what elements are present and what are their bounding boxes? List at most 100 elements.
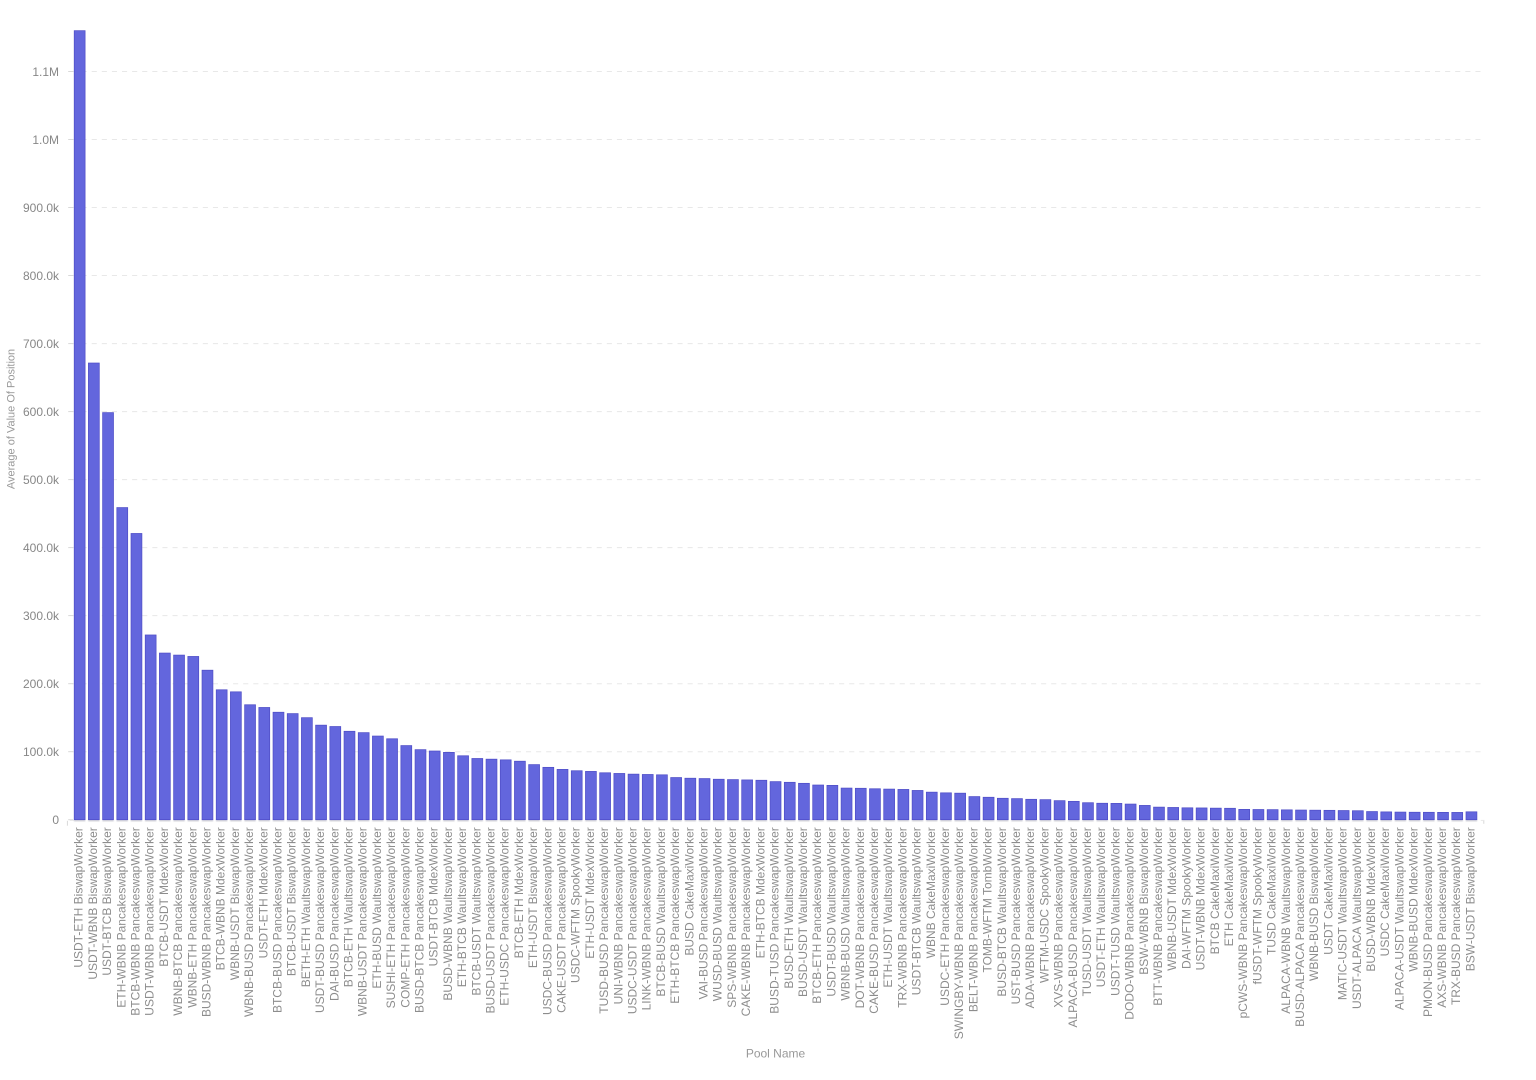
svg-text:BTCB-BUSD PancakeswapWorker: BTCB-BUSD PancakeswapWorker (270, 827, 284, 1013)
svg-text:USDT-WBNB PancakeswapWorker: USDT-WBNB PancakeswapWorker (143, 827, 157, 1016)
svg-text:ETH CakeMaxiWorker: ETH CakeMaxiWorker (1222, 827, 1236, 946)
svg-text:BUSD-TUSD PancakeswapWorker: BUSD-TUSD PancakeswapWorker (768, 827, 782, 1014)
svg-text:SWINGBY-WBNB PancakeswapWorker: SWINGBY-WBNB PancakeswapWorker (952, 827, 966, 1039)
svg-text:USDT-WBNB BiswapWorker: USDT-WBNB BiswapWorker (86, 827, 100, 979)
svg-text:BELT-WBNB PancakeswapWorker: BELT-WBNB PancakeswapWorker (966, 827, 980, 1012)
svg-text:WBNB-BUSD BiswapWorker: WBNB-BUSD BiswapWorker (1307, 827, 1321, 981)
svg-text:900.0k: 900.0k (23, 201, 60, 215)
svg-text:500.0k: 500.0k (23, 473, 60, 487)
svg-text:BTCB-ETH MdexWorker: BTCB-ETH MdexWorker (512, 827, 526, 958)
svg-text:ETH-WBNB PancakeswapWorker: ETH-WBNB PancakeswapWorker (114, 827, 128, 1008)
svg-text:BUSD-BTCB PancakeswapWorker: BUSD-BTCB PancakeswapWorker (413, 827, 427, 1013)
svg-text:USDT-BTCB WaultswapWorker: USDT-BTCB WaultswapWorker (910, 827, 924, 995)
svg-text:ETH-BTCB MdexWorker: ETH-BTCB MdexWorker (753, 827, 767, 958)
svg-text:BUSD-ETH WaultswapWorker: BUSD-ETH WaultswapWorker (782, 827, 796, 988)
svg-text:WBNB-BUSD MdexWorker: WBNB-BUSD MdexWorker (1407, 827, 1421, 971)
svg-text:BTCB CakeMaxiWorker: BTCB CakeMaxiWorker (1208, 827, 1222, 954)
svg-text:ETH-BUSD WaultswapWorker: ETH-BUSD WaultswapWorker (370, 827, 384, 988)
svg-text:TUSD-BUSD PancakeswapWorker: TUSD-BUSD PancakeswapWorker (597, 827, 611, 1014)
svg-text:USDT CakeMaxiWorker: USDT CakeMaxiWorker (1321, 827, 1335, 955)
svg-text:400.0k: 400.0k (23, 541, 60, 555)
svg-text:DAI-BUSD PancakeswapWorker: DAI-BUSD PancakeswapWorker (327, 827, 341, 1001)
svg-text:USDT-BUSD WaultswapWorker: USDT-BUSD WaultswapWorker (824, 827, 838, 996)
svg-text:UST-BUSD PancakeswapWorker: UST-BUSD PancakeswapWorker (1009, 827, 1023, 1004)
svg-text:USDT-TUSD WaultswapWorker: USDT-TUSD WaultswapWorker (1108, 827, 1122, 996)
svg-text:BUSD-WBNB MdexWorker: BUSD-WBNB MdexWorker (1364, 827, 1378, 971)
svg-text:WFTM-USDC SpookyWorker: WFTM-USDC SpookyWorker (1037, 827, 1051, 983)
svg-text:100.0k: 100.0k (23, 745, 60, 759)
svg-text:fUSDT-WFTM SpookyWorker: fUSDT-WFTM SpookyWorker (1250, 827, 1264, 984)
svg-text:800.0k: 800.0k (23, 269, 60, 283)
svg-text:ETH-USDC PancakeswapWorker: ETH-USDC PancakeswapWorker (498, 827, 512, 1006)
svg-text:CAKE-WBNB PancakeswapWorker: CAKE-WBNB PancakeswapWorker (739, 827, 753, 1016)
svg-text:BTCB-ETH PancakeswapWorker: BTCB-ETH PancakeswapWorker (810, 827, 824, 1004)
svg-text:ALPACA-USDT WaultswapWorker: ALPACA-USDT WaultswapWorker (1392, 827, 1406, 1010)
svg-text:600.0k: 600.0k (23, 405, 60, 419)
svg-text:CAKE-USDT PancakeswapWorker: CAKE-USDT PancakeswapWorker (555, 827, 569, 1013)
svg-text:BUSD-WBNB WaultswapWorker: BUSD-WBNB WaultswapWorker (441, 827, 455, 1000)
svg-text:USDT-BTCB MdexWorker: USDT-BTCB MdexWorker (427, 827, 441, 966)
svg-text:BUSD CakeMaxiWorker: BUSD CakeMaxiWorker (682, 827, 696, 955)
svg-text:WUSD-BUSD WaultswapWorker: WUSD-BUSD WaultswapWorker (711, 827, 725, 1001)
svg-text:ALPACA-WBNB WaultswapWorker: ALPACA-WBNB WaultswapWorker (1279, 827, 1293, 1014)
svg-text:SUSHI-ETH PancakeswapWorker: SUSHI-ETH PancakeswapWorker (384, 827, 398, 1008)
svg-text:pCWS-WBNB PancakeswapWorker: pCWS-WBNB PancakeswapWorker (1236, 827, 1250, 1018)
svg-text:WBNB CakeMaxiWorker: WBNB CakeMaxiWorker (924, 827, 938, 958)
svg-text:USDC-BUSD PancakeswapWorker: USDC-BUSD PancakeswapWorker (540, 827, 554, 1015)
svg-text:VAI-BUSD PancakeswapWorker: VAI-BUSD PancakeswapWorker (697, 827, 711, 999)
svg-text:BTCB-USDT MdexWorker: BTCB-USDT MdexWorker (157, 827, 171, 967)
svg-text:BTCB-WBNB PancakeswapWorker: BTCB-WBNB PancakeswapWorker (128, 827, 142, 1016)
svg-text:0: 0 (52, 813, 59, 827)
svg-text:USDC-WFTM SpookyWorker: USDC-WFTM SpookyWorker (569, 827, 583, 983)
svg-text:DOT-WBNB PancakeswapWorker: DOT-WBNB PancakeswapWorker (853, 827, 867, 1008)
svg-text:BTCB-WBNB MdexWorker: BTCB-WBNB MdexWorker (214, 827, 228, 970)
svg-text:WBNB-USDT MdexWorker: WBNB-USDT MdexWorker (1165, 827, 1179, 971)
svg-text:BTCB-ETH WaultswapWorker: BTCB-ETH WaultswapWorker (341, 827, 355, 987)
svg-text:BUSD-USDT PancakeswapWorker: BUSD-USDT PancakeswapWorker (484, 827, 498, 1013)
svg-text:COMP-ETH PancakeswapWorker: COMP-ETH PancakeswapWorker (398, 827, 412, 1008)
svg-text:DODO-WBNB PancakeswapWorker: DODO-WBNB PancakeswapWorker (1123, 827, 1137, 1020)
svg-text:ALPACA-BUSD PancakeswapWorker: ALPACA-BUSD PancakeswapWorker (1066, 827, 1080, 1027)
svg-text:BUSD-ALPACA PancakeswapWorker: BUSD-ALPACA PancakeswapWorker (1293, 827, 1307, 1027)
svg-text:PMON-BUSD PancakeswapWorker: PMON-BUSD PancakeswapWorker (1421, 827, 1435, 1017)
svg-text:BTCB-BUSD WaultswapWorker: BTCB-BUSD WaultswapWorker (654, 827, 668, 996)
svg-text:USDT-ETH BiswapWorker: USDT-ETH BiswapWorker (72, 827, 86, 967)
svg-text:1.0M: 1.0M (32, 133, 59, 147)
svg-text:BTCB-USDT BiswapWorker: BTCB-USDT BiswapWorker (285, 827, 299, 976)
svg-text:BSW-USDT BiswapWorker: BSW-USDT BiswapWorker (1463, 827, 1477, 971)
svg-text:1.1M: 1.1M (32, 65, 59, 79)
svg-text:USDT-BUSD PancakeswapWorker: USDT-BUSD PancakeswapWorker (313, 827, 327, 1013)
svg-text:BETH-ETH WaultswapWorker: BETH-ETH WaultswapWorker (299, 827, 313, 987)
svg-text:300.0k: 300.0k (23, 609, 60, 623)
svg-text:USDC-ETH PancakeswapWorker: USDC-ETH PancakeswapWorker (938, 827, 952, 1006)
svg-text:USDT-ETH MdexWorker: USDT-ETH MdexWorker (256, 827, 270, 958)
svg-text:USDT-ALPACA WaultswapWorker: USDT-ALPACA WaultswapWorker (1350, 827, 1364, 1009)
svg-text:CAKE-BUSD PancakeswapWorker: CAKE-BUSD PancakeswapWorker (867, 827, 881, 1014)
svg-text:BUSD-WBNB PancakeswapWorker: BUSD-WBNB PancakeswapWorker (199, 827, 213, 1017)
svg-text:700.0k: 700.0k (23, 337, 60, 351)
svg-text:USDC CakeMaxiWorker: USDC CakeMaxiWorker (1378, 827, 1392, 956)
svg-text:UNI-WBNB PancakeswapWorker: UNI-WBNB PancakeswapWorker (611, 827, 625, 1004)
svg-text:USDT-BTCB BiswapWorker: USDT-BTCB BiswapWorker (100, 827, 114, 975)
svg-text:WBNB-USDT PancakeswapWorker: WBNB-USDT PancakeswapWorker (356, 827, 370, 1016)
svg-text:DAI-WFTM SpookyWorker: DAI-WFTM SpookyWorker (1179, 827, 1193, 969)
svg-text:USDC-USDT PancakeswapWorker: USDC-USDT PancakeswapWorker (626, 827, 640, 1014)
svg-text:ETH-USDT MdexWorker: ETH-USDT MdexWorker (583, 827, 597, 959)
svg-text:ETH-USDT WaultswapWorker: ETH-USDT WaultswapWorker (881, 827, 895, 987)
svg-text:SPS-WBNB PancakeswapWorker: SPS-WBNB PancakeswapWorker (725, 827, 739, 1008)
svg-text:BUSD-USDT WaultswapWorker: BUSD-USDT WaultswapWorker (796, 827, 810, 997)
svg-text:XVS-WBNB PancakeswapWorker: XVS-WBNB PancakeswapWorker (1052, 827, 1066, 1008)
svg-text:WBNB-BUSD WaultswapWorker: WBNB-BUSD WaultswapWorker (839, 827, 853, 1000)
svg-text:TOMB-WFTM TombWorker: TOMB-WFTM TombWorker (981, 827, 995, 972)
svg-text:200.0k: 200.0k (23, 677, 60, 691)
svg-text:TRX-WBNB PancakeswapWorker: TRX-WBNB PancakeswapWorker (895, 827, 909, 1008)
svg-text:AXS-WBNB PancakeswapWorker: AXS-WBNB PancakeswapWorker (1435, 827, 1449, 1008)
svg-text:TUSD-USDT WaultswapWorker: TUSD-USDT WaultswapWorker (1080, 827, 1094, 996)
svg-text:TUSD CakeMaxiWorker: TUSD CakeMaxiWorker (1265, 827, 1279, 955)
svg-text:BTT-WBNB PancakeswapWorker: BTT-WBNB PancakeswapWorker (1151, 827, 1165, 1006)
svg-text:USDT-ETH WaultswapWorker: USDT-ETH WaultswapWorker (1094, 827, 1108, 987)
svg-text:ETH-BTCB PancakeswapWorker: ETH-BTCB PancakeswapWorker (668, 827, 682, 1004)
svg-text:ADA-WBNB PancakeswapWorker: ADA-WBNB PancakeswapWorker (1023, 827, 1037, 1008)
svg-text:LINK-WBNB PancakeswapWorker: LINK-WBNB PancakeswapWorker (640, 827, 654, 1010)
svg-text:WBNB-ETH PancakeswapWorker: WBNB-ETH PancakeswapWorker (185, 827, 199, 1008)
